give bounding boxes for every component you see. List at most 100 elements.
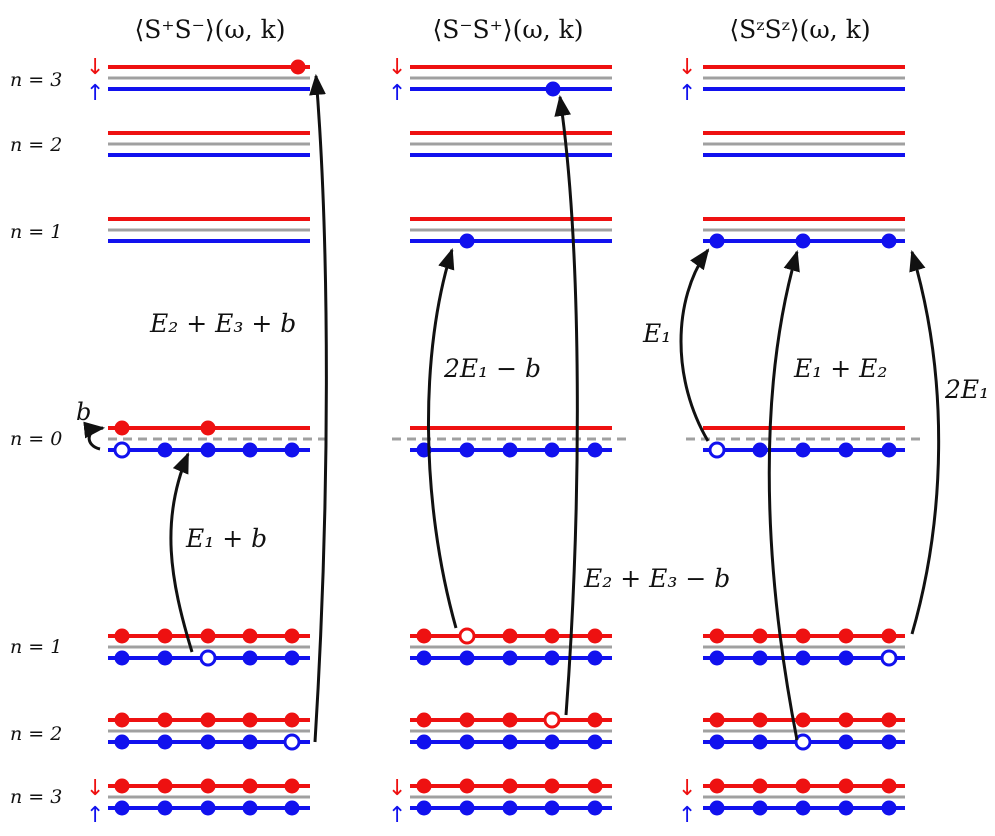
hole-dot — [458, 627, 476, 645]
particle-dot — [752, 650, 768, 666]
particle-dot — [284, 650, 300, 666]
particle-dot — [709, 778, 725, 794]
transition-arrow — [309, 73, 328, 743]
particle-dot — [242, 778, 258, 794]
label-2e1-minus-b: 2E₁ − b — [443, 354, 541, 383]
label-lower-n2: n = 2 — [10, 723, 62, 745]
particle-dot — [459, 233, 475, 249]
hole-dot — [543, 711, 561, 729]
particle-dot — [587, 734, 603, 750]
particle-dot — [114, 800, 130, 816]
particle-dot — [157, 778, 173, 794]
particle-dot — [881, 778, 897, 794]
particle-dot — [284, 628, 300, 644]
particle-dot — [114, 712, 130, 728]
label-n0: n = 0 — [10, 428, 62, 450]
label-lower-n1: n = 1 — [10, 636, 62, 658]
particle-dot — [114, 420, 130, 436]
particle-dot — [838, 628, 854, 644]
hole-dot — [708, 441, 726, 459]
field-b-arrow — [83, 421, 106, 451]
particle-dot — [709, 734, 725, 750]
particle-dot — [416, 800, 432, 816]
particle-dot — [544, 650, 560, 666]
particle-dot — [502, 712, 518, 728]
particle-dot — [795, 650, 811, 666]
particle-dot — [416, 628, 432, 644]
particle-dot — [587, 650, 603, 666]
particle-dot — [114, 628, 130, 644]
particle-dot — [709, 233, 725, 249]
label-upper-n1: n = 1 — [10, 221, 62, 243]
particle-dot — [459, 712, 475, 728]
particle-dot — [157, 734, 173, 750]
particle-dot — [242, 442, 258, 458]
particle-dot — [290, 59, 306, 75]
particle-dot — [157, 442, 173, 458]
title-s-plus-s-minus: ⟨S⁺S⁻⟩(ω, k) — [134, 15, 285, 44]
particle-dot — [881, 628, 897, 644]
particle-dot — [752, 628, 768, 644]
spin-down-arrow: ↓ — [86, 776, 104, 801]
label-e1-plus-e2: E₁ + E₂ — [793, 354, 887, 383]
particle-dot — [284, 778, 300, 794]
particle-dot — [881, 734, 897, 750]
particle-dot — [242, 628, 258, 644]
spin-down-arrow: ↓ — [388, 776, 406, 801]
transition-arrow — [909, 249, 941, 635]
particle-dot — [544, 628, 560, 644]
label-2e1: 2E₁ — [944, 375, 989, 404]
transition-arrow — [169, 452, 194, 653]
particle-dot — [502, 650, 518, 666]
particle-dot — [200, 420, 216, 436]
spin-up-arrow: ↑ — [678, 81, 696, 106]
particle-dot — [284, 800, 300, 816]
spin-up-arrow: ↑ — [388, 803, 406, 828]
particle-dot — [838, 800, 854, 816]
particle-dot — [157, 712, 173, 728]
particle-dot — [157, 628, 173, 644]
spin-down-arrow: ↓ — [86, 55, 104, 80]
particle-dot — [242, 734, 258, 750]
spin-up-arrow: ↑ — [86, 803, 104, 828]
particle-dot — [795, 628, 811, 644]
hole-dot — [880, 649, 898, 667]
particle-dot — [416, 712, 432, 728]
particle-dot — [838, 778, 854, 794]
particle-dot — [114, 650, 130, 666]
particle-dot — [157, 800, 173, 816]
particle-dot — [544, 442, 560, 458]
particle-dot — [114, 734, 130, 750]
spin-down-arrow: ↓ — [388, 55, 406, 80]
spin-down-arrow: ↓ — [678, 776, 696, 801]
transition-arrow — [679, 248, 710, 442]
particle-dot — [709, 800, 725, 816]
particle-dot — [200, 712, 216, 728]
transition-arrow — [554, 94, 579, 716]
particle-dot — [200, 442, 216, 458]
hole-dot — [113, 441, 131, 459]
particle-dot — [200, 628, 216, 644]
particle-dot — [544, 800, 560, 816]
particle-dot — [502, 628, 518, 644]
particle-dot — [157, 650, 173, 666]
particle-dot — [502, 442, 518, 458]
field-b-label: b — [76, 398, 91, 426]
label-e2-e3-minus-b: E₂ + E₃ − b — [583, 564, 730, 593]
particle-dot — [416, 778, 432, 794]
particle-dot — [200, 778, 216, 794]
particle-dot — [881, 800, 897, 816]
particle-dot — [752, 734, 768, 750]
particle-dot — [587, 800, 603, 816]
particle-dot — [200, 734, 216, 750]
occupation-dots — [113, 59, 898, 816]
particle-dot — [752, 712, 768, 728]
particle-dot — [795, 778, 811, 794]
particle-dot — [459, 650, 475, 666]
transition-arrow — [427, 247, 458, 629]
label-e1-plus-b: E₁ + b — [185, 524, 267, 553]
particle-dot — [200, 800, 216, 816]
particle-dot — [795, 712, 811, 728]
particle-dot — [459, 734, 475, 750]
